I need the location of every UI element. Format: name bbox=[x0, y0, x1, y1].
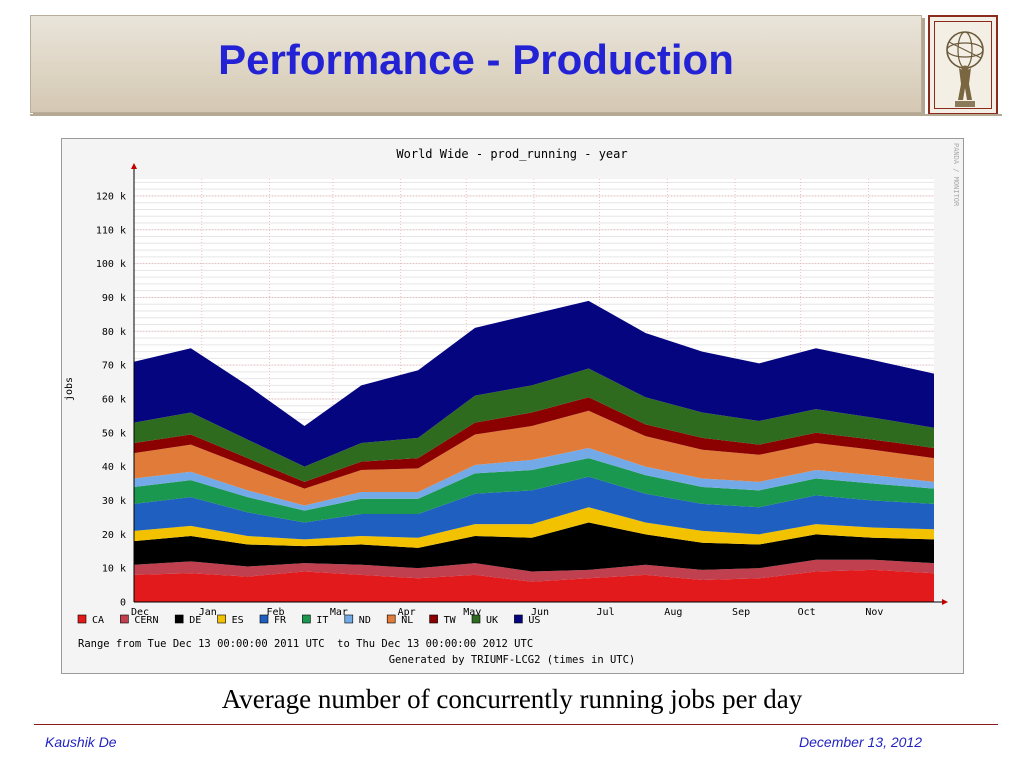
x-tick-label: Nov bbox=[865, 607, 883, 618]
series-area-tw bbox=[134, 397, 934, 489]
y-tick-label: 90 k bbox=[102, 293, 126, 304]
y-tick-label: 50 k bbox=[102, 428, 126, 439]
x-tick-label: Apr bbox=[398, 607, 416, 618]
x-tick-label: Aug bbox=[664, 607, 682, 618]
y-tick-label: 40 k bbox=[102, 462, 126, 473]
generated-text: Generated by TRIUMF-LCG2 (times in UTC) bbox=[389, 654, 636, 666]
footer-divider bbox=[34, 724, 998, 725]
legend-label-ca: CA bbox=[92, 615, 104, 626]
chart-panel: World Wide - prod_running - year jobs PA… bbox=[61, 138, 964, 674]
legend-swatch-fr bbox=[259, 614, 269, 624]
series-area-uk bbox=[134, 368, 934, 482]
legend-swatch-uk bbox=[471, 614, 481, 624]
x-tick-label: Oct bbox=[798, 607, 816, 618]
series-area-it bbox=[134, 458, 934, 523]
series-area-cern bbox=[134, 559, 934, 582]
title-bar: Performance - Production bbox=[30, 15, 922, 113]
stacked-areas bbox=[134, 300, 934, 602]
title-divider bbox=[30, 114, 1002, 116]
chart-svg: World Wide - prod_running - year jobs PA… bbox=[64, 143, 960, 666]
logo-frame bbox=[934, 21, 992, 109]
y-tick-label: 0 bbox=[120, 598, 126, 609]
y-tick-label: 30 k bbox=[102, 496, 126, 507]
footer-date: December 13, 2012 bbox=[799, 734, 922, 750]
legend-label-nd: ND bbox=[359, 615, 371, 626]
series-area-nd bbox=[134, 448, 934, 511]
legend-swatch-it bbox=[302, 614, 311, 624]
series-area-fr bbox=[134, 476, 934, 540]
footer-author: Kaushik De bbox=[45, 734, 117, 750]
y-tick-label: 80 k bbox=[102, 327, 126, 338]
series-area-us bbox=[134, 300, 934, 467]
atlas-figure-icon bbox=[946, 31, 984, 107]
legend-swatch-es bbox=[217, 614, 226, 624]
y-tick-label: 70 k bbox=[102, 361, 126, 372]
y-tick-label: 20 k bbox=[102, 530, 126, 541]
x-tick-label: May bbox=[463, 607, 481, 618]
y-axis-arrow bbox=[131, 163, 137, 169]
series-area-de bbox=[134, 522, 934, 572]
legend-label-uk: UK bbox=[486, 615, 498, 626]
x-tick-label: Dec bbox=[131, 607, 149, 618]
atlas-statue-logo-icon bbox=[928, 15, 998, 115]
range-text: Range from Tue Dec 13 00:00:00 2011 UTC … bbox=[78, 638, 533, 650]
legend-label-us: US bbox=[528, 615, 540, 626]
legend-swatch-nd bbox=[344, 614, 354, 624]
axes: 0 10 k 20 k 30 k 40 k 50 k 60 k 70 k 80 k 90 k 100… bbox=[96, 163, 948, 618]
legend: CA CERN DE ES FR IT ND NL TW UK US bbox=[77, 614, 540, 626]
legend-label-es: ES bbox=[232, 615, 244, 626]
legend-swatch-de bbox=[174, 614, 184, 624]
series-area-ca bbox=[134, 569, 934, 602]
legend-label-it: IT bbox=[316, 615, 328, 626]
y-tick-label: 100 k bbox=[96, 259, 126, 270]
x-tick-label: Mar bbox=[330, 607, 348, 618]
slide-title: Performance - Production bbox=[218, 36, 734, 83]
x-tick-label: Sep bbox=[732, 607, 750, 618]
legend-swatch-us bbox=[514, 614, 523, 624]
chart-title: World Wide - prod_running - year bbox=[396, 147, 627, 161]
legend-swatch-nl bbox=[386, 614, 396, 624]
y-tick-label: 60 k bbox=[102, 394, 126, 405]
legend-label-de: DE bbox=[189, 615, 201, 626]
x-tick-label: Jul bbox=[597, 607, 615, 618]
legend-swatch-ca bbox=[77, 614, 87, 624]
chart-caption: Average number of concurrently running j… bbox=[221, 684, 803, 714]
legend-label-nl: NL bbox=[401, 615, 413, 626]
y-axis-label: jobs bbox=[64, 377, 75, 401]
x-tick-label: Jan bbox=[199, 607, 217, 618]
series-area-nl bbox=[134, 410, 934, 506]
x-tick-label: Feb bbox=[266, 607, 284, 618]
legend-swatch-cern bbox=[120, 614, 129, 624]
series-area-es bbox=[134, 507, 934, 548]
side-watermark: PANDA / MONITOR bbox=[952, 143, 960, 207]
legend-swatch-tw bbox=[429, 614, 438, 624]
legend-label-tw: TW bbox=[444, 615, 457, 626]
legend-label-fr: FR bbox=[274, 615, 287, 626]
y-tick-label: 110 k bbox=[96, 225, 126, 236]
legend-label-cern: CERN bbox=[134, 615, 158, 626]
y-tick-label: 10 k bbox=[102, 564, 126, 575]
x-tick-label: Jun bbox=[531, 607, 549, 618]
y-tick-label: 120 k bbox=[96, 191, 126, 202]
x-axis-arrow bbox=[942, 599, 948, 605]
